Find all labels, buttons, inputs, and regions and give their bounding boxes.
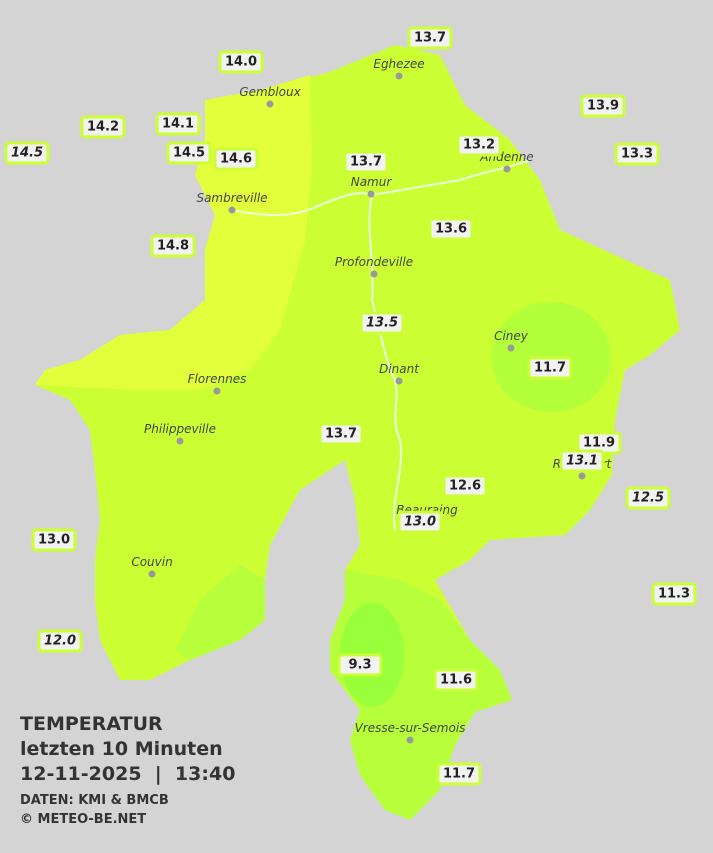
town-name: Vresse-sur-Semois: [355, 721, 466, 735]
station-value: 13.9: [587, 99, 619, 114]
station-box: [155, 112, 201, 136]
station-box: [456, 133, 502, 157]
station-value: 12.6: [449, 479, 481, 494]
station-box: [436, 762, 482, 786]
station-value: 14.8: [157, 239, 189, 254]
town-dot: [367, 190, 375, 198]
station-value: 13.0: [404, 515, 436, 530]
town-dot: [406, 736, 414, 744]
town-name: Philippeville: [144, 422, 216, 436]
copyright: © METEO-BE.NET: [20, 812, 146, 827]
station-value: 14.1: [162, 117, 194, 132]
station-value: 11.7: [443, 767, 475, 782]
station-box: [318, 422, 364, 446]
source: DATEN: KMI & BMCB: [20, 793, 169, 808]
town-name: Ciney: [494, 329, 529, 343]
town-dot: [370, 270, 378, 278]
station-box: [4, 141, 50, 165]
station-box: [397, 510, 443, 534]
title: TEMPERATUR: [20, 713, 163, 735]
station-value: 13.3: [621, 147, 653, 162]
station-box: [651, 582, 697, 606]
station-value: 13.7: [325, 427, 357, 442]
station-box: [150, 234, 196, 258]
station-value: 13.2: [463, 138, 495, 153]
station-value: 14.5: [173, 146, 205, 161]
station-box: [31, 528, 77, 552]
station-value: 12.5: [632, 491, 664, 506]
subtitle: letzten 10 Minuten: [20, 738, 223, 760]
station-box: [559, 449, 605, 473]
town-name: Dinant: [379, 362, 420, 376]
town-name: Profondeville: [335, 255, 413, 269]
station-box: [337, 653, 383, 677]
town-dot: [148, 570, 156, 578]
station-box: [37, 629, 83, 653]
station-box: [625, 486, 671, 510]
station-value: 13.1: [566, 454, 598, 469]
town-dot: [176, 437, 184, 445]
town-dot: [228, 206, 236, 214]
station-box: [614, 142, 660, 166]
station-value: 14.2: [87, 120, 119, 135]
town-name: Namur: [351, 175, 393, 189]
station-value: 11.9: [583, 436, 615, 451]
station-value: 14.0: [225, 55, 257, 70]
station-value: 11.6: [440, 673, 472, 688]
town-name: Sambreville: [196, 191, 267, 205]
town-dot: [395, 72, 403, 80]
town-dot: [503, 165, 511, 173]
station-value: 13.0: [38, 533, 70, 548]
town-dot: [578, 472, 586, 480]
station-box: [218, 50, 264, 74]
town-name: Eghezee: [373, 57, 424, 71]
station-value: 13.7: [350, 155, 382, 170]
station-box: [213, 147, 259, 171]
station-value: 11.3: [658, 587, 690, 602]
town-dot: [507, 344, 515, 352]
station-box: [80, 115, 126, 139]
station-box: [442, 474, 488, 498]
station-box: [433, 668, 479, 692]
town-name: Gembloux: [239, 85, 301, 99]
station-value: 14.5: [11, 146, 43, 161]
cool-zone: [175, 565, 265, 660]
station-value: 12.0: [44, 634, 76, 649]
station-box: [428, 217, 474, 241]
town-name: Couvin: [131, 555, 172, 569]
station-box: [407, 26, 453, 50]
station-box: [166, 141, 212, 165]
station-value: 13.5: [366, 316, 398, 331]
town-dot: [395, 377, 403, 385]
station-value: 9.3: [348, 658, 371, 673]
station-box: [527, 356, 573, 380]
timestamp: 12-11-2025 | 13:40: [20, 763, 235, 785]
town-dot: [213, 387, 221, 395]
station-value: 11.7: [534, 361, 566, 376]
town-name: Florennes: [188, 372, 247, 386]
town-dot: [266, 100, 274, 108]
station-box: [580, 94, 626, 118]
station-box: [359, 311, 405, 335]
station-value: 13.6: [435, 222, 467, 237]
station-box: [343, 150, 389, 174]
station-value: 14.6: [220, 152, 252, 167]
station-value: 13.7: [414, 31, 446, 46]
